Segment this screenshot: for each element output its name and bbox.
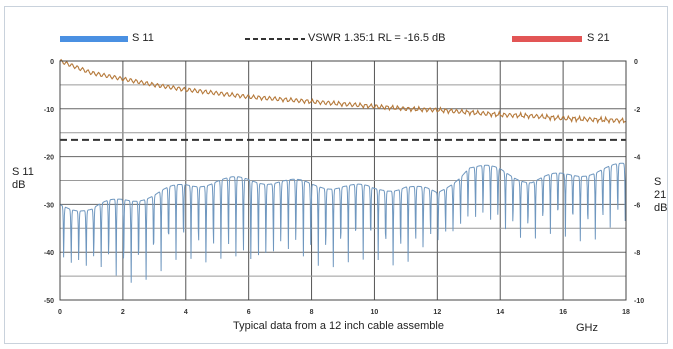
y-left-tick-label: -50 (44, 298, 54, 305)
s11-series-line (59, 162, 627, 283)
y-left-tick-label: -30 (44, 202, 54, 209)
y-left-tick-label: -40 (44, 250, 54, 257)
legend-vswr-swatch (245, 38, 305, 40)
legend-s21-label: S 21 (587, 32, 610, 44)
y-right-tick-label: -10 (634, 298, 644, 305)
y-left-tick-label: -10 (44, 107, 54, 114)
y-left-tick-label: -20 (44, 155, 54, 162)
s21-series-line (59, 58, 627, 125)
chart-frame (4, 6, 668, 344)
y-right-tick-label: -2 (634, 107, 640, 114)
x-tick-label: 4 (184, 309, 188, 316)
y-right-tick-label: -4 (634, 155, 640, 162)
legend-s11-swatch (60, 36, 128, 42)
right-axis-label-line2: dB (654, 202, 668, 214)
legend-vswr-label: VSWR 1.35:1 RL = -16.5 dB (308, 32, 446, 44)
legend-s21-swatch (512, 36, 582, 42)
y-left-tick-label: 0 (50, 59, 54, 66)
left-axis-label-line2: dB (12, 179, 26, 191)
x-tick-label: 18 (622, 309, 630, 316)
legend-s11-label: S 11 (132, 32, 154, 44)
right-axis-label-line1: S 21 (654, 176, 667, 201)
x-tick-label: 2 (121, 309, 125, 316)
y-right-tick-label: -6 (634, 202, 640, 209)
x-tick-label: 10 (371, 309, 379, 316)
x-tick-label: 6 (247, 309, 251, 316)
x-axis-unit: GHz (576, 322, 598, 334)
x-tick-label: 14 (496, 309, 504, 316)
right-axis-label: S 21 dB (654, 176, 673, 215)
x-tick-label: 0 (58, 309, 62, 316)
x-tick-label: 8 (310, 309, 314, 316)
x-tick-label: 12 (433, 309, 441, 316)
left-axis-label-line1: S 11 (12, 166, 34, 178)
x-tick-label: 16 (559, 309, 567, 316)
left-axis-label: S 11 dB (12, 166, 34, 192)
plot-area-border (59, 60, 627, 301)
chart-caption: Typical data from a 12 inch cable assemb… (233, 320, 444, 332)
y-right-tick-label: 0 (634, 59, 638, 66)
y-right-tick-label: -8 (634, 250, 640, 257)
